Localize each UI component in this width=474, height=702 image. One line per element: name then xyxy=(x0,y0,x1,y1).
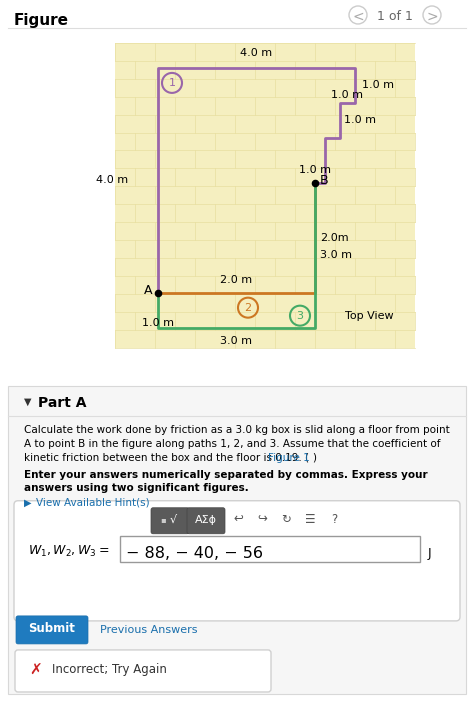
Text: ↪: ↪ xyxy=(257,513,267,526)
Bar xyxy=(115,43,415,347)
Text: Previous Answers: Previous Answers xyxy=(100,625,198,635)
Text: >: > xyxy=(426,10,438,24)
Text: ): ) xyxy=(312,453,316,463)
Text: 1: 1 xyxy=(168,78,175,88)
Text: answers using two significant figures.: answers using two significant figures. xyxy=(24,483,249,493)
Text: 2: 2 xyxy=(245,303,252,312)
Text: ?: ? xyxy=(331,513,337,526)
FancyBboxPatch shape xyxy=(16,616,88,644)
Text: ✗: ✗ xyxy=(29,663,42,677)
Text: Part A: Part A xyxy=(38,396,86,409)
Text: kinetic friction between the box and the floor is 0.19. (: kinetic friction between the box and the… xyxy=(24,453,309,463)
Text: 2.0 m: 2.0 m xyxy=(220,274,253,285)
Text: A: A xyxy=(144,284,152,297)
Text: ▶: ▶ xyxy=(24,498,31,508)
Point xyxy=(154,287,162,298)
Text: 1.0 m: 1.0 m xyxy=(299,165,331,175)
Text: 4.0 m: 4.0 m xyxy=(240,48,273,58)
Text: Calculate the work done by friction as a 3.0 kg box is slid along a floor from p: Calculate the work done by friction as a… xyxy=(24,425,450,435)
Text: 1 of 1: 1 of 1 xyxy=(377,10,413,23)
Text: B: B xyxy=(320,174,328,187)
Text: 4.0 m: 4.0 m xyxy=(96,176,128,185)
FancyBboxPatch shape xyxy=(120,536,420,562)
FancyBboxPatch shape xyxy=(151,508,189,534)
Text: Incorrect; Try Again: Incorrect; Try Again xyxy=(52,663,167,677)
Point xyxy=(311,177,319,188)
FancyBboxPatch shape xyxy=(187,508,225,534)
Text: − 88, − 40, − 56: − 88, − 40, − 56 xyxy=(126,545,263,561)
Text: 1.0 m: 1.0 m xyxy=(331,90,364,100)
Text: View Available Hint(s): View Available Hint(s) xyxy=(36,498,150,508)
Text: AΣϕ: AΣϕ xyxy=(195,515,217,525)
Text: 1.0 m: 1.0 m xyxy=(142,318,174,328)
Text: ↩: ↩ xyxy=(233,513,243,526)
Text: ▪: ▪ xyxy=(160,515,166,524)
Text: <: < xyxy=(352,10,364,24)
FancyBboxPatch shape xyxy=(8,385,466,694)
Text: √: √ xyxy=(169,515,176,525)
Text: 1.0 m: 1.0 m xyxy=(344,115,376,126)
Text: Top View: Top View xyxy=(345,311,393,321)
Text: A to point B in the figure along paths 1, 2, and 3. Assume that the coefficient : A to point B in the figure along paths 1… xyxy=(24,439,440,449)
Text: Submit: Submit xyxy=(28,623,75,635)
Text: Figure 1: Figure 1 xyxy=(268,453,310,463)
Text: ☰: ☰ xyxy=(305,513,315,526)
Text: 3.0 m: 3.0 m xyxy=(220,336,253,345)
Text: Figure: Figure xyxy=(14,13,69,28)
Text: ↻: ↻ xyxy=(281,513,291,526)
Text: ▼: ▼ xyxy=(24,397,31,406)
Text: $W_1, W_2, W_3 =$: $W_1, W_2, W_3 =$ xyxy=(28,544,109,559)
Text: Enter your answers numerically separated by commas. Express your: Enter your answers numerically separated… xyxy=(24,470,428,479)
Text: 1.0 m: 1.0 m xyxy=(362,81,394,91)
Text: 2.0m: 2.0m xyxy=(320,233,348,243)
FancyBboxPatch shape xyxy=(15,650,271,692)
Text: 3.0 m: 3.0 m xyxy=(320,250,352,260)
Text: J: J xyxy=(428,547,432,559)
FancyBboxPatch shape xyxy=(14,501,460,621)
Text: 3: 3 xyxy=(297,311,303,321)
